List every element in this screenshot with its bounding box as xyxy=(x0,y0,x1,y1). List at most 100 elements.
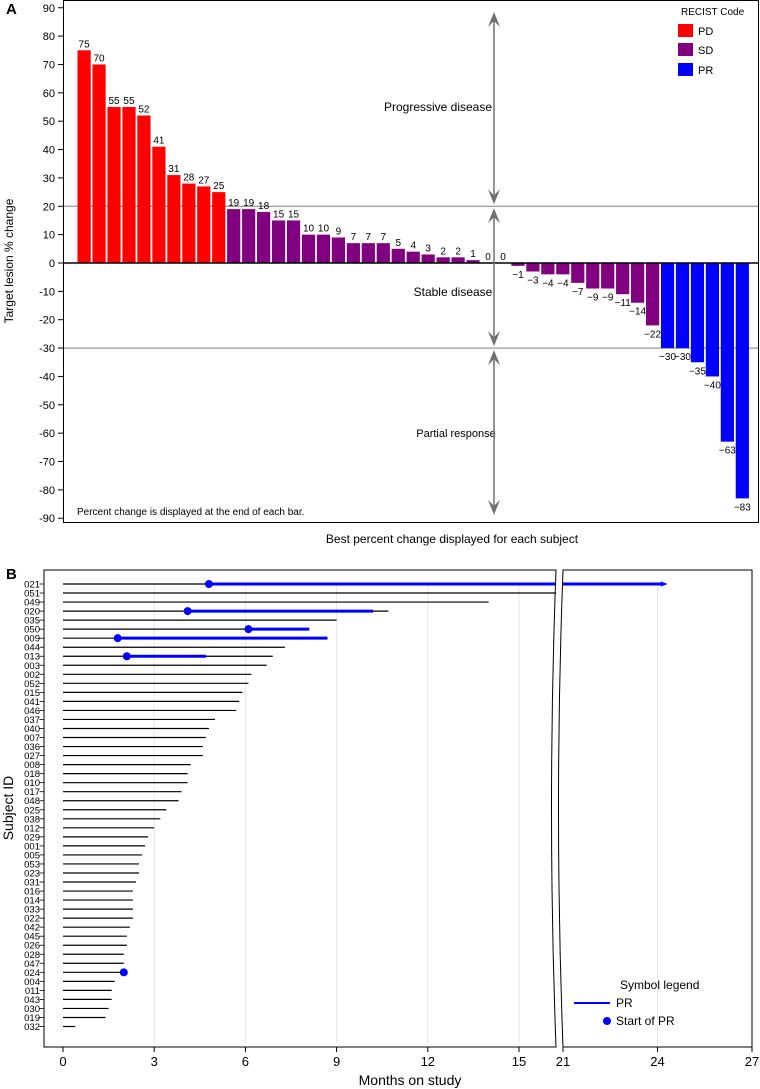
bar xyxy=(137,115,151,263)
panel-a-annotations: Progressive disease Stable disease Parti… xyxy=(77,12,500,518)
progressive-arrow-head-up xyxy=(488,12,500,28)
bar-value-label: 31 xyxy=(168,164,180,175)
bar-value-label: 55 xyxy=(108,96,120,107)
subject-id-label: 032 xyxy=(24,1022,40,1033)
bar-value-label: −4 xyxy=(542,278,554,289)
panel-b-frames xyxy=(43,569,753,1048)
pr-start-dot xyxy=(122,652,131,661)
pr-arrow-head xyxy=(660,581,668,587)
panel-a-x-axis-title: Best percent change displayed for each s… xyxy=(326,532,579,546)
bar xyxy=(361,243,375,263)
pr-start-dot xyxy=(119,968,128,977)
subject-id-label: 009 xyxy=(24,634,40,645)
bar-value-label: −35 xyxy=(689,366,706,377)
bar xyxy=(690,263,705,363)
bar xyxy=(331,237,346,263)
bar-value-label: −4 xyxy=(557,278,569,289)
y-tick-label: -50 xyxy=(39,400,55,412)
subject-id-label: 015 xyxy=(24,688,40,699)
legend-pr-label: PR xyxy=(616,996,633,1010)
subject-id-label: 047 xyxy=(24,959,40,970)
pr-start-dot xyxy=(113,634,122,643)
x-tick-label: 9 xyxy=(333,1054,340,1069)
bar-value-label: 7 xyxy=(351,232,357,243)
subject-id-label: 008 xyxy=(24,760,40,771)
pr-start-dot xyxy=(183,607,192,616)
bar-value-label: −7 xyxy=(572,287,584,298)
subject-id-label: 027 xyxy=(24,751,40,762)
subject-id-label: 011 xyxy=(25,986,40,997)
subject-id-label: 003 xyxy=(24,661,40,672)
subject-id-label: 025 xyxy=(24,805,40,816)
bar xyxy=(182,183,196,263)
bar-value-label: 2 xyxy=(455,246,461,257)
y-tick-label: -90 xyxy=(39,513,55,525)
bar xyxy=(556,263,570,275)
partial-arrow-head-down xyxy=(488,499,500,515)
y-tick-label: 30 xyxy=(43,173,55,185)
x-tick-label: 27 xyxy=(745,1054,759,1069)
subject-id-label: 045 xyxy=(24,932,40,943)
bar xyxy=(675,263,690,349)
bar-value-label: −9 xyxy=(587,293,599,304)
bar xyxy=(212,192,226,263)
panel-b-x-axis-title: Months on study xyxy=(359,1072,462,1088)
subject-id-label: 028 xyxy=(24,950,40,961)
bar xyxy=(257,211,271,263)
bar-value-label: 0 xyxy=(500,252,506,263)
subject-id-label: 035 xyxy=(24,616,40,627)
stable-disease-label: Stable disease xyxy=(414,285,493,299)
bar xyxy=(436,257,450,263)
partial-response-label: Partial response xyxy=(416,428,496,440)
bar-value-label: 27 xyxy=(198,175,210,186)
bar xyxy=(541,263,555,275)
y-tick-label: 0 xyxy=(49,258,55,270)
bar xyxy=(571,263,585,283)
y-tick-label: 40 xyxy=(43,145,55,157)
subject-id-label: 037 xyxy=(24,715,40,726)
bar-value-label: −63 xyxy=(719,446,736,457)
bar-value-label: 28 xyxy=(183,173,195,184)
bar-value-label: 0 xyxy=(485,252,491,263)
panel-b-xticks: 0 3 6 9 12 15 21 24 27 xyxy=(59,1047,759,1069)
panel-a-frame xyxy=(63,0,759,523)
subject-id-label: 048 xyxy=(24,796,40,807)
x-tick-label: 24 xyxy=(650,1054,664,1069)
subject-id-label: 053 xyxy=(24,859,40,870)
subject-id-label: 031 xyxy=(24,878,40,889)
bar xyxy=(451,257,465,263)
subject-id-label: 021 xyxy=(24,580,40,591)
bar-value-label: 18 xyxy=(258,201,270,212)
subject-id-label: 026 xyxy=(24,941,40,952)
pr-start-dot xyxy=(204,580,213,588)
y-tick-label: 90 xyxy=(43,3,55,15)
subject-id-label: 012 xyxy=(24,823,40,834)
subject-id-label: 042 xyxy=(24,923,40,934)
panel-b-frame-left xyxy=(43,569,557,1048)
bar xyxy=(286,220,301,263)
bar-value-label: −30 xyxy=(674,352,691,363)
bar xyxy=(421,254,435,263)
bar-value-label: 5 xyxy=(395,238,401,249)
subject-id-label: 020 xyxy=(24,607,40,618)
y-tick-label: 10 xyxy=(43,230,55,242)
bar-value-label: 19 xyxy=(228,198,240,209)
subject-id-label: 049 xyxy=(24,598,40,609)
legend-swatch-pr xyxy=(678,63,693,76)
subject-id-label: 044 xyxy=(24,643,40,654)
bar xyxy=(376,243,390,263)
y-tick-label: -80 xyxy=(39,485,55,497)
bar xyxy=(660,263,675,349)
panel-a-label: A xyxy=(6,1,17,18)
y-tick-label: 50 xyxy=(43,116,55,128)
subject-id-label: 050 xyxy=(24,625,40,636)
panel-b-legend: Symbol legend PR Start of PR xyxy=(574,978,699,1028)
subject-id-label: 052 xyxy=(24,679,40,690)
bar-value-label: −14 xyxy=(629,307,646,318)
subject-id-label: 029 xyxy=(24,832,40,843)
panel-a-y-axis-title: Target lesion % change xyxy=(2,198,16,323)
bar xyxy=(645,263,660,326)
legend-swatch-sd xyxy=(678,43,693,56)
bar xyxy=(406,251,420,263)
